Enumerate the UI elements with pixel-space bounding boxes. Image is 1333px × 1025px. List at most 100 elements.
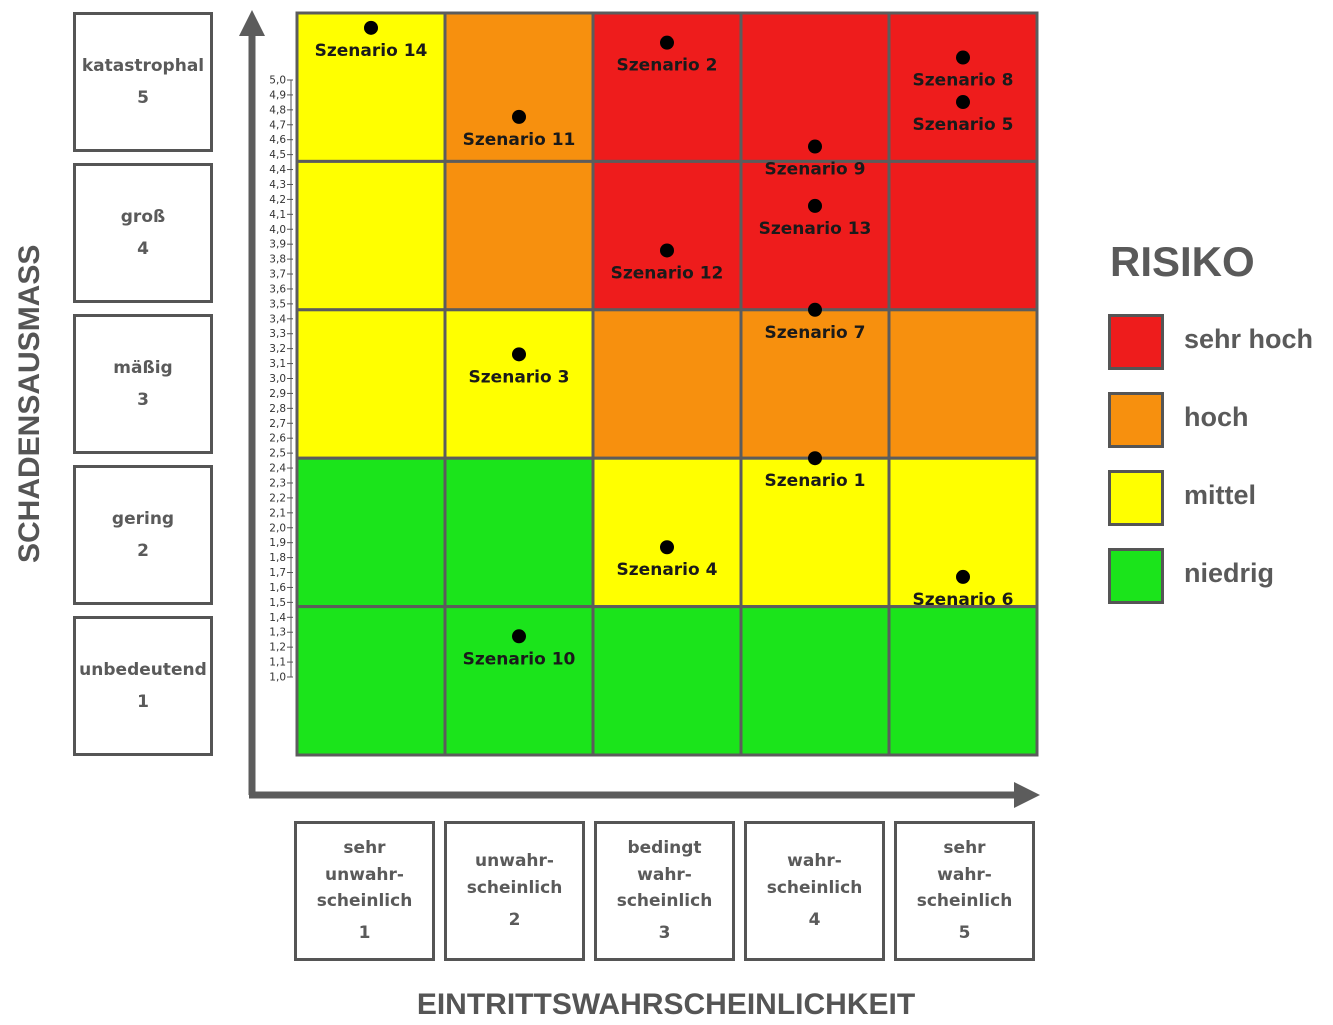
legend-swatch <box>1108 314 1164 370</box>
y-tick-label: 4,5 <box>269 149 286 161</box>
x-category-value: 1 <box>358 923 371 944</box>
y-tick-label: 2,7 <box>269 418 286 430</box>
matrix-cell <box>295 456 447 609</box>
matrix-cell <box>739 159 891 312</box>
x-category-label: sehr unwahr- scheinlich <box>316 838 413 911</box>
matrix-cell <box>443 456 595 609</box>
y-category-label: groß <box>120 206 166 227</box>
legend-label: niedrig <box>1184 558 1275 588</box>
y-category-box: groß 4 <box>73 163 213 303</box>
y-axis-arrowhead <box>239 10 265 36</box>
legend-item: mittel <box>1108 470 1333 528</box>
matrix-cell <box>295 11 447 163</box>
y-tick-label: 4,4 <box>269 164 286 176</box>
y-category-label: unbedeutend <box>79 659 207 680</box>
y-tick-label: 3,1 <box>269 358 286 370</box>
matrix-cell <box>887 308 1039 460</box>
x-category-box: sehr unwahr- scheinlich 1 <box>294 821 435 961</box>
scenario-point <box>956 569 970 584</box>
scenario-label: Szenario 5 <box>913 115 1014 135</box>
x-axis-title: EINTRITTSWAHRSCHEINLICHKEIT <box>416 988 916 1021</box>
y-category-box: mäßig 3 <box>73 314 213 454</box>
y-tick-label: 2,3 <box>269 477 286 489</box>
y-category-value: 3 <box>137 390 149 410</box>
matrix-cell <box>887 605 1039 757</box>
matrix-cell <box>591 159 743 312</box>
matrix-cell <box>295 308 447 460</box>
y-tick-label: 1,1 <box>269 657 286 669</box>
y-tick-label: 4,1 <box>269 209 286 221</box>
scenario-point <box>512 629 526 644</box>
x-category-box: unwahr- scheinlich 2 <box>444 821 585 961</box>
y-tick-label: 1,0 <box>269 672 286 684</box>
y-category-value: 2 <box>137 541 149 561</box>
y-tick-label: 1,4 <box>269 612 286 624</box>
y-category-label: katastrophal <box>81 55 205 76</box>
scenario-label: Szenario 2 <box>617 56 718 76</box>
y-tick-label: 2,8 <box>269 403 286 415</box>
matrix-cell <box>443 605 595 757</box>
y-tick-label: 4,6 <box>269 134 286 146</box>
y-tick-label: 2,5 <box>269 448 286 460</box>
scenario-label: Szenario 14 <box>315 41 428 61</box>
scenario-point <box>956 50 970 65</box>
matrix-cell <box>887 456 1039 609</box>
y-tick-label: 3,0 <box>269 373 286 385</box>
matrix-cell <box>295 159 447 312</box>
y-tick-label: 3,2 <box>269 343 286 355</box>
scenario-label: Szenario 8 <box>913 71 1014 91</box>
matrix-cell <box>739 308 891 460</box>
y-tick-label: 3,8 <box>269 254 286 266</box>
matrix-cell <box>591 605 743 757</box>
y-tick-label: 4,2 <box>269 194 286 206</box>
scenario-point <box>512 347 526 362</box>
y-tick-label: 3,5 <box>269 298 286 310</box>
y-tick-label: 3,7 <box>269 269 286 281</box>
scenario-point <box>660 243 674 258</box>
x-category-box: wahr- scheinlich 4 <box>744 821 885 961</box>
matrix-cell <box>443 159 595 312</box>
y-category-label: mäßig <box>113 357 173 378</box>
legend-label: sehr hoch <box>1184 324 1314 354</box>
matrix-cell <box>739 605 891 757</box>
scenario-point <box>660 35 674 50</box>
y-tick-label: 2,6 <box>269 433 286 445</box>
y-category-value: 1 <box>137 692 149 712</box>
x-category-box: sehr wahr- scheinlich 5 <box>894 821 1035 961</box>
matrix-cell <box>887 11 1039 163</box>
x-category-label: bedingt wahr- scheinlich <box>616 838 713 911</box>
y-tick-label: 1,8 <box>269 552 286 564</box>
x-category-value: 4 <box>808 910 821 931</box>
scenario-point <box>808 139 822 154</box>
x-axis-arrowhead <box>1014 782 1040 808</box>
y-category-value: 4 <box>137 239 149 259</box>
legend-item: sehr hoch <box>1108 314 1333 372</box>
scenario-label: Szenario 10 <box>463 649 576 669</box>
y-tick-label: 4,7 <box>269 119 286 131</box>
matrix-cell <box>887 159 1039 312</box>
scenario-label: Szenario 3 <box>469 367 570 387</box>
y-tick-label: 3,9 <box>269 239 286 251</box>
y-tick-label: 1,7 <box>269 567 286 579</box>
y-tick-label: 3,6 <box>269 283 286 295</box>
scenario-label: Szenario 12 <box>611 263 724 283</box>
matrix-cell <box>591 11 743 163</box>
y-tick-label: 5,0 <box>269 75 286 87</box>
legend-label: mittel <box>1184 480 1257 510</box>
y-tick-label: 1,5 <box>269 597 286 609</box>
legend-title: RISIKO <box>1110 238 1255 285</box>
legend-label: hoch <box>1184 402 1249 432</box>
y-tick-label: 1,9 <box>269 537 286 549</box>
legend-swatch <box>1108 392 1164 448</box>
x-category-value: 3 <box>658 923 671 944</box>
matrix-cell <box>443 308 595 460</box>
x-category-box: bedingt wahr- scheinlich 3 <box>594 821 735 961</box>
scenario-label: Szenario 4 <box>617 560 718 580</box>
y-tick-label: 2,4 <box>269 463 286 475</box>
y-tick-label: 1,3 <box>269 627 286 639</box>
scenario-label: Szenario 11 <box>463 130 576 150</box>
y-tick-label: 3,3 <box>269 328 286 340</box>
scenario-point <box>660 540 674 555</box>
matrix-cell <box>739 11 891 163</box>
